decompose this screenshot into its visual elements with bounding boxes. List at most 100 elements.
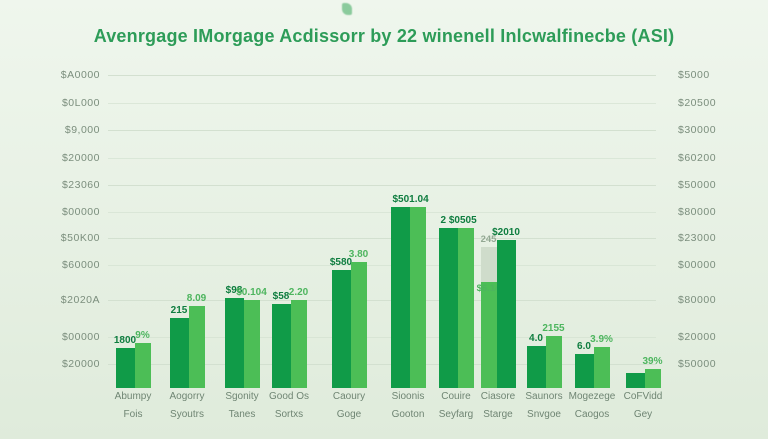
y-axis-right-tick: $30000 bbox=[678, 124, 717, 136]
chart-title: Avenrgage IMorgage Acdissorr by 22 winen… bbox=[93, 26, 675, 46]
bar-light: 245 $6.14 bbox=[477, 234, 500, 388]
bar-group: $501.04 bbox=[390, 194, 429, 388]
bar-group: 245 $6.14 $2010 bbox=[477, 227, 520, 388]
x-axis-category-line2: Starge bbox=[483, 409, 513, 420]
x-axis-category-line2: Gey bbox=[633, 409, 653, 420]
bar-value-label: 4.0 bbox=[529, 333, 543, 344]
y-axis-left-tick: $20000 bbox=[61, 152, 100, 164]
x-axis-category-line1: Mogezege bbox=[568, 391, 616, 402]
y-axis-left-tick: $00000 bbox=[61, 331, 100, 343]
bar-light: 2.20 bbox=[289, 287, 308, 388]
bar-value-label: $58 bbox=[272, 291, 290, 302]
gridline bbox=[108, 337, 656, 338]
bar-group: 39% bbox=[625, 356, 663, 388]
bar-group: 1800 9% bbox=[114, 330, 151, 388]
bar-value-label: 9% bbox=[135, 330, 150, 341]
y-axis-left-tick: $2020A bbox=[60, 294, 100, 306]
x-axis-category-line1: Sioonis bbox=[391, 391, 425, 402]
x-axis-category-line1: Abumpy bbox=[114, 391, 152, 402]
bar-value-label: 3.80 bbox=[348, 249, 369, 260]
x-axis-category-label: Ciasore Starge bbox=[463, 391, 533, 420]
bar-dark: 6.0 bbox=[574, 341, 594, 388]
y-axis-right-tick: $60200 bbox=[678, 152, 717, 164]
y-axis-left-tick: $23060 bbox=[61, 179, 100, 191]
bar-group: 215 8.09 bbox=[169, 293, 206, 388]
x-axis-category-label: Caoury Goge bbox=[314, 391, 384, 420]
bar-value-label: 245 bbox=[480, 234, 497, 245]
bar-ghost-cap bbox=[480, 247, 497, 282]
x-axis-category-label: Couire Seyfarg bbox=[421, 391, 491, 420]
gridline bbox=[108, 212, 656, 213]
x-axis-category-line2: Fois bbox=[123, 409, 143, 420]
bar-light: 9% bbox=[134, 330, 151, 388]
bar-value-label: 1800 bbox=[113, 335, 137, 346]
x-axis-category-line1: Good Os bbox=[268, 391, 310, 402]
bar-light: 2155 bbox=[542, 323, 565, 388]
x-axis-category-line1: Aogorry bbox=[169, 391, 205, 402]
bar-group: 6.0 3.9% bbox=[574, 334, 613, 388]
gridline bbox=[108, 75, 656, 76]
bar-light bbox=[409, 207, 426, 388]
bar-dark: $58 bbox=[271, 291, 291, 388]
bar-value-label: $2010 bbox=[492, 227, 520, 238]
y-axis-right-tick: $50000 bbox=[678, 358, 717, 370]
x-axis-category-line2: Syoutrs bbox=[170, 409, 204, 420]
decorative-sprout-mark bbox=[342, 3, 352, 15]
gridline bbox=[108, 185, 656, 186]
bar-value-label: $6.14 bbox=[476, 283, 501, 294]
x-axis-category-line1: Saunors bbox=[525, 391, 563, 402]
gridline bbox=[108, 364, 656, 365]
gridline bbox=[108, 103, 656, 104]
bar-group: 2 $0505 bbox=[438, 215, 477, 388]
bar-dark: 2 $0505 bbox=[438, 215, 477, 388]
bar-value-label: $0.104 bbox=[236, 287, 267, 298]
x-axis-category-line1: Ciasore bbox=[480, 391, 516, 402]
x-axis-category-label: CoFVidd Gey bbox=[608, 391, 678, 420]
x-axis-category-line1: Caoury bbox=[332, 391, 366, 402]
y-axis-right-tick: $23000 bbox=[678, 232, 717, 244]
y-axis-left-tick: $20000 bbox=[61, 358, 100, 370]
gridline bbox=[108, 238, 656, 239]
gridline bbox=[108, 158, 656, 159]
y-axis-left-tick: $9,000 bbox=[64, 124, 100, 136]
x-axis-category-label: Sgonity Tanes bbox=[207, 391, 277, 420]
bar-group: $580 3.80 bbox=[330, 249, 368, 388]
x-axis-category-label: Mogezege Caogos bbox=[557, 391, 627, 420]
x-axis-category-line2: Goge bbox=[336, 409, 362, 420]
x-axis-category-line2: Snvgoe bbox=[527, 409, 561, 420]
bar-value-label: 2 $0505 bbox=[440, 215, 477, 226]
bar-value-label: 39% bbox=[642, 356, 663, 367]
bar-value-label: $580 bbox=[329, 257, 353, 268]
x-axis-category-label: Aogorry Syoutrs bbox=[152, 391, 222, 420]
x-axis-category-line1: Sgonity bbox=[225, 391, 259, 402]
bar-light: 3.80 bbox=[349, 249, 368, 388]
bar-value-label: 2155 bbox=[542, 323, 565, 334]
x-axis-category-line2: Sortxs bbox=[274, 409, 304, 420]
bar-dark: $2010 bbox=[492, 227, 520, 388]
y-axis-left-tick: $50K00 bbox=[60, 232, 100, 244]
bar-dark: $580 bbox=[330, 257, 352, 388]
gridline bbox=[108, 300, 656, 301]
bar-value-label: $501.04 bbox=[392, 194, 429, 205]
bar-light: 39% bbox=[642, 356, 663, 388]
plot-area bbox=[108, 60, 656, 388]
bar-light bbox=[457, 228, 474, 388]
y-axis-right-tick: $5000 bbox=[678, 69, 710, 81]
gridline bbox=[108, 265, 656, 266]
x-axis-category-line1: Couire bbox=[441, 391, 471, 402]
y-axis-right-tick: $00000 bbox=[678, 259, 717, 271]
y-axis-left-tick: $60000 bbox=[61, 259, 100, 271]
bar-value-label: $98 bbox=[225, 285, 243, 296]
bar-dark: $98 bbox=[224, 285, 244, 388]
bar-value-label: 8.09 bbox=[186, 293, 207, 304]
y-axis-left-tick: $A0000 bbox=[60, 69, 100, 81]
y-axis-left-tick: $00000 bbox=[61, 206, 100, 218]
x-axis-category-line2: Seyfarg bbox=[438, 409, 474, 420]
bar-dark: 1800 bbox=[114, 335, 136, 388]
x-axis-category-label: Abumpy Fois bbox=[98, 391, 168, 420]
x-axis-category-label: Sioonis Gooton bbox=[373, 391, 443, 420]
bar-value-label: 6.0 bbox=[577, 341, 591, 352]
bar-dark: $501.04 bbox=[390, 194, 429, 388]
bar-light: 3.9% bbox=[590, 334, 613, 388]
